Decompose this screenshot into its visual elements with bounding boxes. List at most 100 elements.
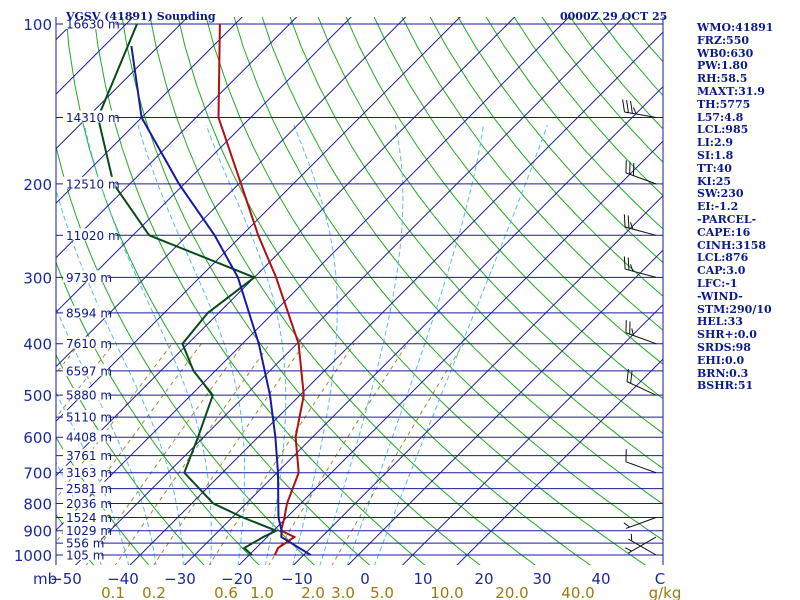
index-line: TH:5775 [697,97,751,111]
index-line: PW:1.80 [697,59,748,73]
wind-barb-feather [627,215,630,229]
isotherm-line [347,249,663,565]
wind-barb-staff [625,461,657,474]
height-label-bg [63,448,109,461]
height-label-bg [63,388,109,401]
dry-adiabat-line [233,17,663,541]
wind-barb-staff [628,536,657,554]
index-line: MAXT:31.9 [697,84,765,98]
height-label-bg [63,110,116,123]
height-label-900: 1029 m [66,524,112,538]
dry-adiabat-line [373,17,663,365]
temperature-tick-label: −20 [221,570,253,588]
wind-barb-feather [630,222,634,230]
wind-barb-feather [630,100,633,114]
dry-adiabat-line [56,260,260,565]
dry-adiabat-line [457,17,663,264]
pressure-label-100: 100 [23,16,52,34]
index-line: FRZ:550 [697,33,750,47]
wind-barb-feather [630,264,634,272]
wind-barb-staff [624,111,657,118]
index-line: EI:-1.2 [697,200,739,214]
height-label-200: 12510 m [66,177,120,191]
mixing-ratio-tick-label: 20.0 [495,584,528,600]
mixing-ratio-tick-label: 10.0 [430,584,463,600]
mixing-ratio-tick-label: 2.0 [301,584,325,600]
index-line: SHR+:0.0 [697,328,757,342]
wind-barb-1000 [628,533,657,556]
temperature-tick-label: −30 [164,570,196,588]
temperature-tick-label: −10 [281,570,313,588]
mixing-ratio-tick-label: 40.0 [561,584,594,600]
wind-barb-feather [623,522,630,528]
height-label-300: 9730 m [66,271,112,285]
temperature-tick-label: −40 [107,570,139,588]
wind-barb-925 [625,536,657,554]
mixing-ratio-line [85,343,245,565]
wind-barb-300 [623,256,657,278]
dry-adiabat-line [56,436,150,565]
temperature-tick-label: C [655,570,665,588]
isotherm-line [56,17,516,477]
height-label-bg [63,363,109,376]
stability-indices-panel: WMO:41891 FRZ:550 WB0:630 PW:1.80 RH:58.5 MAX… [697,21,797,393]
height-label-950: 556 m [66,537,104,551]
temperature-tick-label: 30 [532,570,551,588]
dry-adiabat-line [317,17,663,435]
index-line: HEL:33 [697,315,743,329]
wind-barb-feather [623,256,626,270]
mixing-ratio-tick-label: 0.2 [142,584,166,600]
temperature-tick-label: 20 [474,570,493,588]
wind-barb-feather [630,370,633,384]
dry-adiabat-line [177,17,592,565]
height-label-bg [63,523,109,536]
height-label-bg [63,228,116,241]
index-line: L57:4.8 [697,110,744,124]
isotherm-line [56,17,461,422]
mixing-ratio-line [56,343,173,500]
height-label-bg [63,17,116,29]
wind-barb-700 [625,449,657,474]
height-label-bg [63,305,109,318]
dry-adiabat-line [56,144,316,565]
wind-barb-250 [623,214,657,236]
wind-barb-staff [628,538,657,556]
pressure-unit-label: mb [33,570,57,588]
wind-barb-staff [626,381,657,396]
height-label-250: 11020 m [66,229,120,243]
index-line: -WIND- [697,289,743,303]
pressure-label-500: 500 [23,387,52,405]
wind-barb-400 [625,320,657,345]
height-label-bg [63,430,109,443]
index-line: CINH:3158 [697,238,767,252]
wind-barb-feather [625,547,632,552]
wind-barb-feather [626,369,629,382]
index-line: CAPE:16 [697,225,751,239]
wind-barb-850 [623,517,657,529]
index-line: RH:58.5 [697,72,748,86]
height-label-bg [63,336,109,349]
chart-title: VGSV (41891) Sounding [65,10,216,23]
isotherm-line [56,17,243,204]
height-label-550: 5110 m [66,411,112,425]
chart-valid-time: 0000Z 29 OCT 25 [560,10,667,23]
isotherm-line [56,17,189,150]
isotherm-line [183,85,663,565]
height-label-bg [63,496,109,509]
index-line: WMO:41891 [697,21,774,34]
wind-barb-staff [624,268,657,278]
pressure-label-1000: 1000 [14,547,52,565]
mixing-ratio-line [114,343,271,565]
parcel-profile [130,45,312,556]
index-line: LCL:876 [697,251,749,265]
mixing-ratio-tick-label: 0.1 [101,584,125,600]
temperature-tick-label: 10 [413,570,432,588]
index-line: TT:40 [697,161,732,175]
height-label-800: 2036 m [66,497,112,511]
isotherm-line [56,17,570,531]
height-label-400: 7610 m [66,337,112,351]
height-label-bg [63,548,101,560]
mixing-ratio-line [56,343,202,544]
